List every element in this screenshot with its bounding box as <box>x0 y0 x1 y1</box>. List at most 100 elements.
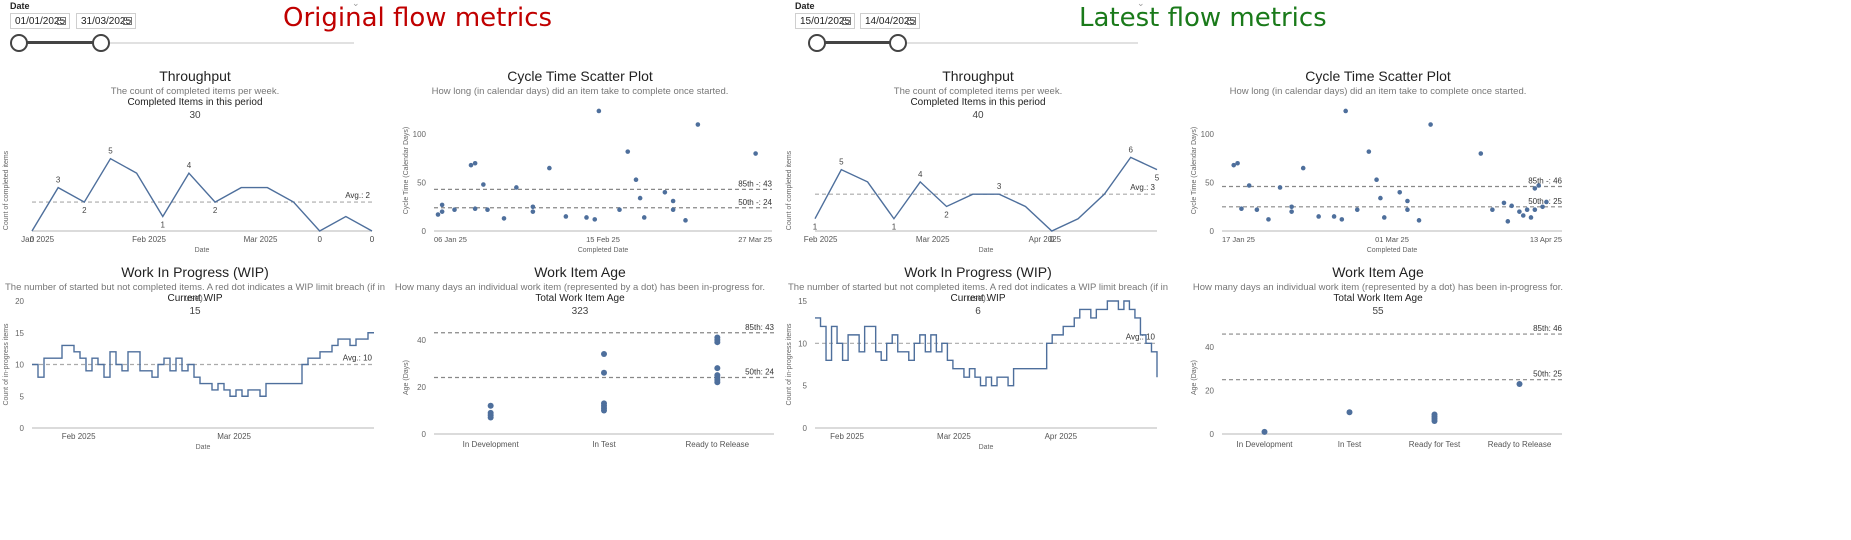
data-point[interactable] <box>1343 108 1348 114</box>
chevron-down-icon[interactable]: ⌄ <box>1137 0 1145 8</box>
data-point[interactable] <box>487 402 494 409</box>
data-point[interactable] <box>695 122 701 127</box>
data-point[interactable] <box>1289 209 1294 214</box>
data-point[interactable] <box>1289 204 1294 210</box>
data-point[interactable] <box>601 350 607 357</box>
data-point[interactable] <box>637 195 643 201</box>
calendar-icon[interactable] <box>907 17 916 25</box>
data-point[interactable] <box>584 215 589 220</box>
data-point[interactable] <box>1516 381 1523 388</box>
data-point[interactable] <box>547 165 552 171</box>
chart-orig-cycle: Cycle Time (Calendar Days) 0 50 100 85th -: … <box>403 108 773 254</box>
slider-start-handle[interactable] <box>10 34 28 52</box>
data-point[interactable] <box>1246 183 1252 188</box>
data-point[interactable] <box>670 198 676 204</box>
data-point[interactable] <box>501 216 507 221</box>
data-point[interactable] <box>641 215 647 220</box>
end-date-input[interactable]: 31/03/2025 <box>76 13 136 29</box>
data-point[interactable] <box>1397 189 1403 195</box>
data-point[interactable] <box>1416 218 1422 223</box>
calendar-icon[interactable] <box>842 17 851 25</box>
data-point[interactable] <box>1428 122 1433 127</box>
slider-track[interactable] <box>18 42 354 44</box>
slider-end-handle[interactable] <box>92 34 110 52</box>
data-point[interactable] <box>1544 199 1549 205</box>
data-point[interactable] <box>1346 409 1353 416</box>
data-point[interactable] <box>1331 214 1337 219</box>
data-point[interactable] <box>1261 428 1268 435</box>
data-point[interactable] <box>1405 198 1410 204</box>
data-point[interactable] <box>1536 183 1541 188</box>
data-point[interactable] <box>753 151 758 156</box>
data-point[interactable] <box>601 369 607 376</box>
data-point[interactable] <box>468 162 474 168</box>
data-point[interactable] <box>530 204 536 210</box>
data-point[interactable] <box>1354 207 1360 213</box>
data-point[interactable] <box>1235 160 1240 166</box>
data-point[interactable] <box>1300 165 1306 171</box>
data-point[interactable] <box>670 207 676 213</box>
data-point[interactable] <box>1490 207 1495 213</box>
data-point[interactable] <box>530 209 536 214</box>
chart-orig-wip: Count of in-progress items 0 5 10 15 20 Avg.: … <box>3 297 374 451</box>
end-date-input[interactable]: 14/04/2025 <box>860 13 920 29</box>
data-point[interactable] <box>472 206 478 212</box>
data-point[interactable] <box>1528 215 1534 220</box>
x-axis-label: Completed Date <box>1367 247 1418 254</box>
data-point[interactable] <box>435 212 441 217</box>
data-point[interactable] <box>1405 207 1410 213</box>
data-point[interactable] <box>1239 206 1244 212</box>
data-point[interactable] <box>485 207 490 213</box>
data-point[interactable] <box>487 409 494 416</box>
data-point[interactable] <box>617 207 622 213</box>
data-point[interactable] <box>1478 151 1484 156</box>
data-point[interactable] <box>1374 177 1379 182</box>
data-point[interactable] <box>1532 186 1538 191</box>
data-point[interactable] <box>1378 195 1383 201</box>
slider-track[interactable] <box>816 42 1138 44</box>
data-point[interactable] <box>1254 207 1260 213</box>
x-tick-label: 27 Mar 25 <box>738 235 772 244</box>
data-point[interactable] <box>1505 219 1511 224</box>
calendar-icon[interactable] <box>57 17 66 25</box>
data-point[interactable] <box>714 379 721 386</box>
data-point[interactable] <box>592 217 598 222</box>
data-point[interactable] <box>472 160 478 166</box>
data-point[interactable] <box>1431 417 1438 424</box>
data-point[interactable] <box>1524 207 1530 213</box>
data-point[interactable] <box>1277 185 1283 190</box>
data-point[interactable] <box>633 177 639 182</box>
data-point[interactable] <box>714 339 721 346</box>
data-point[interactable] <box>1366 149 1372 154</box>
data-point[interactable] <box>1231 162 1237 168</box>
data-point[interactable] <box>439 209 445 214</box>
data-point[interactable] <box>1517 209 1522 214</box>
chevron-down-icon[interactable]: ⌄ <box>352 0 360 8</box>
data-point[interactable] <box>452 207 457 213</box>
data-point[interactable] <box>514 185 519 190</box>
data-point[interactable] <box>601 407 607 414</box>
data-point[interactable] <box>1381 215 1387 220</box>
data-point[interactable] <box>1509 203 1514 209</box>
data-point[interactable] <box>563 214 569 219</box>
data-point[interactable] <box>481 182 486 187</box>
data-point[interactable] <box>714 365 721 372</box>
data-point[interactable] <box>662 189 668 195</box>
data-point[interactable] <box>596 108 602 114</box>
slider-start-handle[interactable] <box>808 34 826 52</box>
data-point[interactable] <box>439 202 445 208</box>
data-point[interactable] <box>625 149 631 154</box>
data-point[interactable] <box>1316 214 1321 219</box>
slider-end-handle[interactable] <box>889 34 907 52</box>
data-point[interactable] <box>487 414 494 421</box>
data-point[interactable] <box>1520 213 1526 218</box>
start-date-input[interactable]: 15/01/2025 <box>795 13 855 29</box>
data-point[interactable] <box>683 218 688 223</box>
calendar-icon[interactable] <box>123 17 132 25</box>
data-point[interactable] <box>1339 217 1345 222</box>
data-point[interactable] <box>1501 200 1507 206</box>
data-point[interactable] <box>1532 207 1538 213</box>
data-point[interactable] <box>1540 204 1545 210</box>
start-date-input[interactable]: 01/01/2025 <box>10 13 70 29</box>
data-point[interactable] <box>1266 217 1271 222</box>
